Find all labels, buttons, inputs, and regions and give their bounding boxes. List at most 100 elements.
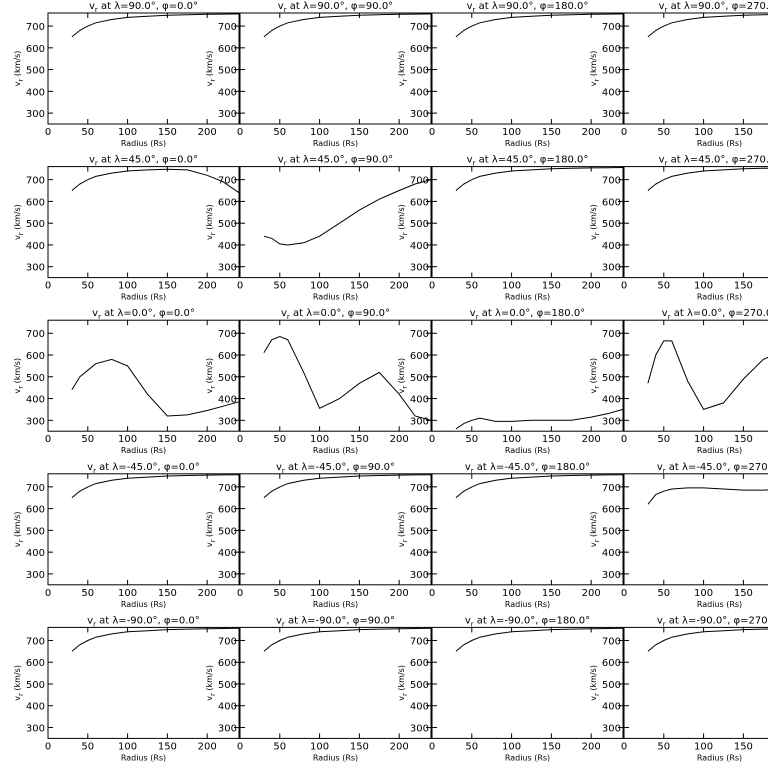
y-tick-label: 600: [218, 44, 237, 55]
panel: vr at λ=-90.0°, φ=90.0°0 50 100 150 20030040…: [205, 615, 432, 762]
x-tick-label: 100: [310, 434, 329, 445]
text-part: r: [282, 620, 285, 628]
text-part: r: [593, 693, 601, 696]
text-part: (km/s): [13, 358, 22, 386]
x-tick-label: 100: [502, 127, 521, 138]
y-tick-label: 700: [218, 483, 237, 494]
y-axis-label: vr (km/s): [13, 358, 25, 394]
y-tick-label: 400: [218, 241, 237, 252]
text-part: (km/s): [397, 358, 406, 386]
y-tick-label: 400: [410, 241, 429, 252]
y-tick-label: 500: [410, 219, 429, 230]
x-tick-label: 50: [657, 127, 670, 138]
x-tick-label: 50: [81, 741, 94, 752]
text-part: r: [401, 693, 409, 696]
x-tick-label: 50: [81, 434, 94, 445]
text-part: (km/s): [13, 665, 22, 693]
x-tick-label: 100: [310, 281, 329, 292]
y-tick-label: 400: [410, 395, 429, 406]
x-tick-label: 100: [118, 281, 137, 292]
text-part: v: [92, 308, 98, 319]
panel: vr at λ=45.0°, φ=270.0°05010015020030040…: [589, 155, 768, 302]
text-part: r: [284, 160, 287, 168]
y-tick-label: 400: [218, 702, 237, 713]
x-tick-label: 50: [273, 741, 286, 752]
x-tick-label: 100: [310, 588, 329, 599]
x-axis-label: Radius (Rs): [313, 446, 358, 455]
x-tick-label: 0: [45, 741, 51, 752]
data-line: [455, 408, 624, 430]
x-tick-label: 0: [621, 741, 627, 752]
y-tick-label: 700: [218, 329, 237, 340]
panel: vr at λ=-90.0°, φ=180.0°0 50 100 150 2003004…: [397, 615, 624, 762]
panel: vr at λ=0.0°, φ=0.0°0 50 100 150 20030040050…: [13, 308, 240, 455]
y-tick-label: 300: [410, 263, 429, 274]
panel: vr at λ=45.0°, φ=0.0°0 50 100 150 2003004005…: [13, 155, 240, 302]
text-part: v: [470, 308, 476, 319]
text-part: r: [593, 539, 601, 542]
plot-frame: [239, 12, 432, 125]
panel-title: vr at λ=90.0°, φ=270.0°: [659, 1, 768, 14]
x-axis-label: Radius (Rs): [121, 293, 166, 302]
x-tick-label: 150: [350, 281, 369, 292]
y-tick-label: 500: [410, 680, 429, 691]
data-line: [263, 474, 432, 499]
panel-title: vr at λ=0.0°, φ=90.0°: [281, 308, 390, 321]
plot-frame: [623, 166, 768, 279]
x-tick-label: 50: [657, 281, 670, 292]
text-part: v: [13, 389, 22, 394]
y-tick-label: 300: [26, 724, 45, 735]
y-tick-label: 300: [602, 570, 621, 581]
text-part: at λ=0.0°, φ=270.0°: [671, 308, 768, 319]
text-part: r: [209, 693, 217, 696]
x-tick-label: 150: [734, 588, 753, 599]
plot-frame: [431, 319, 624, 432]
text-part: r: [473, 160, 476, 168]
panel: vr at λ=90.0°, φ=90.0°0 50 100 150 200300400…: [205, 1, 432, 148]
x-tick-label: 200: [198, 741, 217, 752]
x-tick-label: 0: [45, 281, 51, 292]
text-part: v: [278, 1, 284, 12]
x-tick-label: 0: [429, 281, 435, 292]
text-part: v: [465, 462, 471, 473]
x-tick-label: 200: [582, 434, 601, 445]
text-part: at λ=0.0°, φ=180.0°: [479, 308, 586, 319]
x-axis-label: Radius (Rs): [505, 293, 550, 302]
x-tick-label: 0: [45, 127, 51, 138]
y-tick-label: 400: [602, 548, 621, 559]
text-part: v: [276, 615, 282, 626]
text-part: (km/s): [205, 511, 214, 539]
text-part: (km/s): [397, 665, 406, 693]
x-tick-label: 0: [429, 588, 435, 599]
text-part: v: [13, 235, 22, 240]
text-part: r: [98, 313, 101, 321]
data-line: [455, 474, 624, 499]
panel-title: vr at λ=-90.0°, φ=180.0°: [465, 615, 590, 628]
text-part: v: [659, 1, 665, 12]
y-tick-label: 500: [26, 373, 45, 384]
x-tick-label: 50: [465, 588, 478, 599]
y-tick-label: 300: [26, 109, 45, 120]
y-axis-label: vr (km/s): [13, 204, 25, 240]
plot-frame: [47, 166, 240, 279]
x-tick-label: 100: [118, 588, 137, 599]
text-part: at λ=-45.0°, φ=90.0°: [285, 462, 395, 473]
text-part: (km/s): [589, 51, 598, 79]
x-tick-label: 50: [273, 434, 286, 445]
text-part: v: [281, 308, 287, 319]
panel-title: vr at λ=0.0°, φ=270.0°: [662, 308, 768, 321]
y-tick-label: 300: [218, 109, 237, 120]
text-part: v: [397, 389, 406, 394]
panel: vr at λ=90.0°, φ=270.0°05010015020030040…: [589, 1, 768, 148]
x-axis-label: Radius (Rs): [121, 139, 166, 148]
y-axis-label: vr (km/s): [397, 204, 409, 240]
text-part: v: [13, 81, 22, 86]
x-tick-label: 50: [465, 281, 478, 292]
y-tick-label: 400: [26, 702, 45, 713]
text-part: r: [17, 693, 25, 696]
y-axis-label: vr (km/s): [205, 358, 217, 394]
y-tick-label: 300: [410, 724, 429, 735]
y-tick-label: 300: [26, 570, 45, 581]
text-part: at λ=45.0°, φ=180.0°: [475, 155, 588, 166]
y-tick-label: 300: [602, 109, 621, 120]
